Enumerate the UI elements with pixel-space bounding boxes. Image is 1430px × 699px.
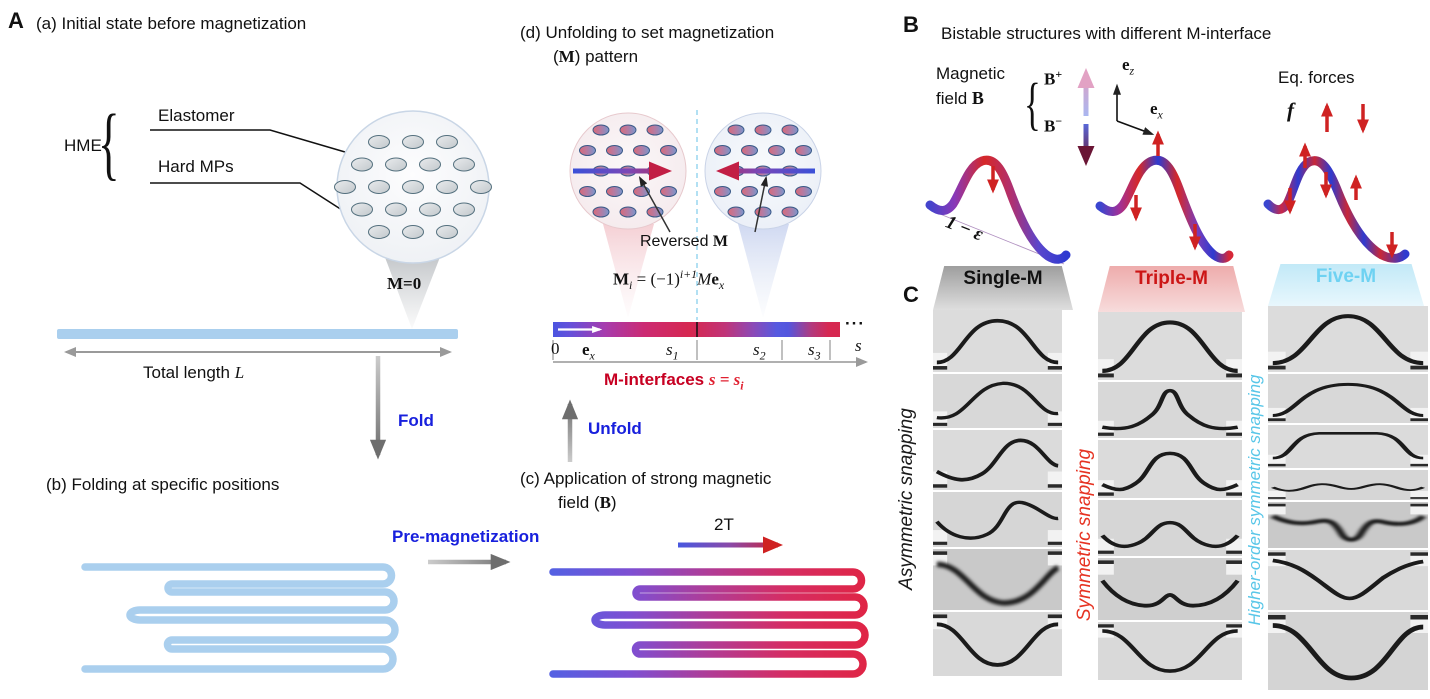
snapshot-frame-single-m-2 (933, 374, 1062, 428)
colorbar-dots: ··· (845, 314, 865, 333)
total-length-label: Total length L (143, 363, 245, 382)
left-funnel (603, 224, 654, 318)
snapshot-frame-triple-m-6 (1098, 622, 1242, 680)
panel-a-title: (a) Initial state before magnetization (36, 14, 307, 33)
elastomer-label: Elastomer (158, 106, 235, 125)
panel-c-sub-title-1: (c) Application of strong magnetic (520, 469, 772, 488)
fold-label: Fold (398, 411, 434, 430)
b-plus-label: B+ (1044, 67, 1063, 89)
snapshot-frame-five-m-6 (1268, 550, 1428, 610)
snapshot-frame-single-m-1 (933, 310, 1062, 372)
colorbar-ex-label: ex (582, 340, 595, 363)
colorbar-s1-label: s1 (666, 340, 679, 363)
snapshot-frame-five-m-1 (1268, 306, 1428, 372)
colorbar-zero-label: 0 (551, 339, 560, 358)
f-label: f (1287, 98, 1294, 122)
eq-forces-label: Eq. forces (1278, 68, 1355, 87)
pointer-arrow-right (754, 175, 769, 233)
field-label: field B (936, 88, 984, 108)
reversed-m-label: Reversed M (640, 233, 729, 250)
ribbon-triple-m (1095, 155, 1234, 263)
snapshot-frame-triple-m-3 (1098, 440, 1242, 498)
magnetized-strip-serpentine (549, 568, 869, 678)
s-axis-label: s (855, 336, 862, 355)
snapshot-frame-triple-m-5 (1098, 558, 1242, 620)
premagnetization-label: Pre-magnetization (392, 527, 540, 546)
snapshot-frame-single-m-6 (933, 612, 1062, 676)
ex-axis-label: ex (1150, 99, 1163, 122)
m-interfaces-label: M-interfaces s = si (604, 370, 744, 393)
unfold-label: Unfold (588, 419, 642, 438)
colorbar-s2-label: s2 (753, 340, 766, 363)
panel-d-sub-title-2: (M) pattern (553, 47, 639, 66)
asymmetric-snapping-label: Asymmetric snapping (896, 408, 917, 590)
magnetic-label: Magnetic (936, 64, 1005, 83)
ex-axis-arrow (1116, 120, 1155, 135)
snapshot-frame-triple-m-2 (1098, 382, 1242, 438)
header-triple-m: Triple-M (1098, 266, 1245, 312)
higher-order-snapping-label: Higher-order symmetric snapping (1245, 374, 1264, 626)
panel-b-label: B (903, 12, 919, 37)
b-field-brace: { (1024, 71, 1041, 136)
hme-brace: { (98, 97, 120, 188)
panel-b-title: Bistable structures with different M-int… (941, 24, 1272, 43)
elastomer-strip (57, 329, 458, 339)
header-five-m: Five-M (1268, 264, 1424, 306)
magnetization-formula: Mi = (−1)i+1Mex (613, 267, 725, 293)
right-funnel (738, 224, 789, 318)
snapshot-frame-five-m-7 (1268, 612, 1428, 690)
snapshot-frame-five-m-5 (1268, 502, 1428, 548)
snapshot-frame-triple-m-1 (1098, 312, 1242, 380)
2t-label: 2T (714, 515, 734, 534)
ez-axis-label: ez (1122, 55, 1135, 78)
ribbon-single-m (925, 155, 1071, 264)
hard-mp-particles (334, 135, 492, 239)
hme-label: HME (64, 136, 102, 155)
snapshot-frame-five-m-3 (1268, 425, 1428, 468)
snapshot-frame-triple-m-4 (1098, 500, 1242, 556)
panel-c-label: C (903, 282, 919, 307)
symmetric-snapping-label: Symmetric snapping (1074, 448, 1095, 622)
magnetized-particles-right (714, 124, 812, 218)
equivalent-force-arrows (987, 130, 1398, 259)
colorbar-s3-label: s3 (808, 340, 821, 363)
snapshot-frame-five-m-4 (1268, 470, 1428, 500)
magnifier-funnel (383, 252, 442, 329)
snapshot-frame-five-m-2 (1268, 374, 1428, 423)
pointer-arrow-left (638, 176, 671, 233)
m-zero-label: M=0 (387, 274, 422, 293)
snapshot-frame-single-m-5 (933, 549, 1062, 610)
panel-b-sub-title: (b) Folding at specific positions (46, 475, 280, 494)
hard-mps-label: Hard MPs (158, 157, 234, 176)
b-minus-label: B− (1044, 114, 1063, 136)
elastomer-pointer-line (150, 129, 346, 153)
snapshot-frame-single-m-4 (933, 492, 1062, 547)
panel-d-sub-title-1: (d) Unfolding to set magnetization (520, 23, 775, 42)
panel-a-label: A (8, 8, 24, 33)
folded-strip-serpentine (81, 563, 399, 673)
panel-c-sub-title-2: field (B) (558, 493, 617, 512)
hard-mps-pointer-line (150, 182, 343, 211)
snapshot-frame-single-m-3 (933, 430, 1062, 490)
header-single-m: Single-M (933, 266, 1073, 310)
